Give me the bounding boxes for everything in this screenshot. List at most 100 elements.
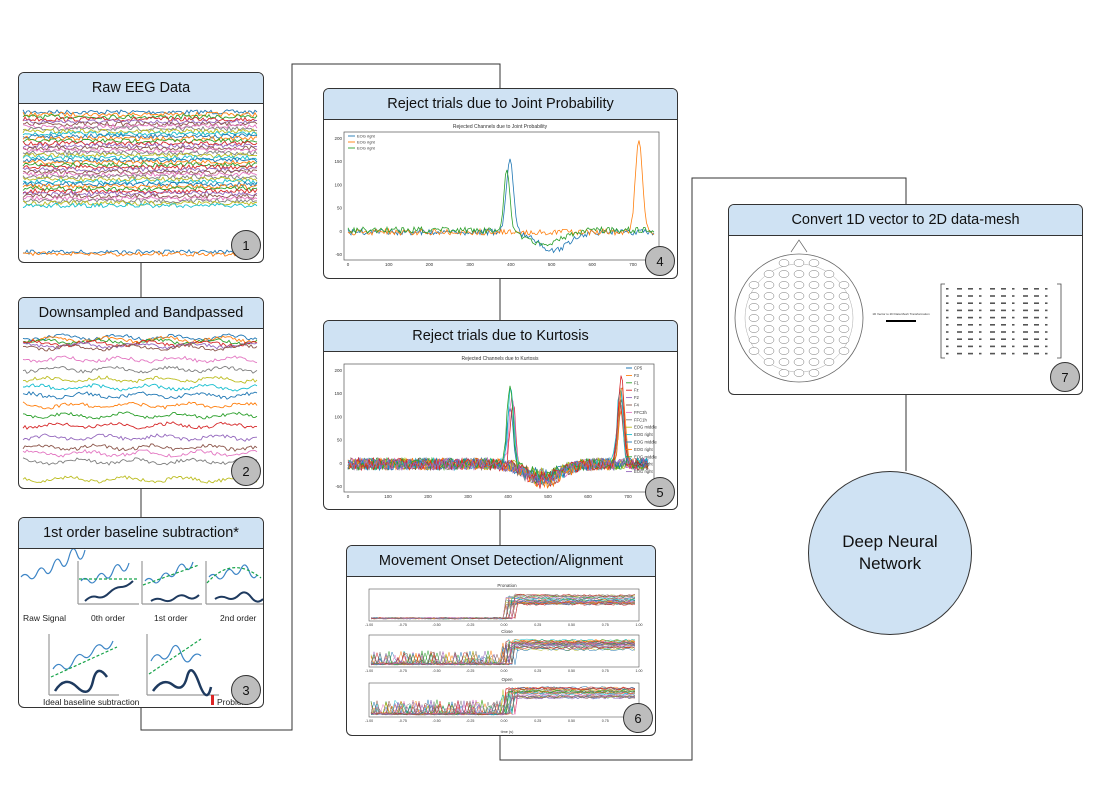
subplot-frame xyxy=(368,634,640,668)
trial-trace xyxy=(370,640,636,666)
legend-entry: EOG right xyxy=(357,146,376,151)
matrix-cell xyxy=(1001,331,1006,333)
channel-trace xyxy=(347,375,649,483)
legend-entry: F4 xyxy=(634,403,640,408)
matrix-cell xyxy=(968,331,973,333)
subplot-frame xyxy=(368,682,640,718)
subplot-title: Open xyxy=(501,677,513,682)
matrix-cell xyxy=(1012,309,1015,312)
legend-entry: F3 xyxy=(634,373,640,378)
x-tick-label: 0.75 xyxy=(602,623,609,627)
eeg-trace xyxy=(22,190,258,197)
eeg-trace xyxy=(22,248,258,256)
legend-entry: EOG middle xyxy=(634,454,657,459)
electrode xyxy=(778,292,790,300)
matrix-cell xyxy=(1045,345,1048,348)
step-kurtosis: Reject trials due to Kurtosis Rejected C… xyxy=(323,320,678,510)
matrix-cell xyxy=(1001,345,1006,348)
eeg-trace xyxy=(22,195,258,202)
electrode xyxy=(823,347,835,355)
matrix-cell xyxy=(1023,309,1028,312)
x-tick-label: -0.50 xyxy=(432,669,440,673)
matrix-cell xyxy=(990,345,995,348)
electrode xyxy=(838,347,850,355)
step-title: 1st order baseline subtraction* xyxy=(19,518,263,549)
step-title: Movement Onset Detection/Alignment xyxy=(347,546,655,577)
eeg-trace xyxy=(22,166,257,173)
y-tick-label: 100 xyxy=(334,182,342,187)
eeg-trace xyxy=(22,132,258,139)
electrode xyxy=(778,347,790,355)
matrix-cell xyxy=(1001,338,1006,340)
subplot-title: Pronation xyxy=(497,583,517,588)
eeg-trace xyxy=(22,154,258,161)
matrix-cell xyxy=(979,302,982,304)
matrix-cell xyxy=(957,309,962,312)
step-downsampled: Downsampled and Bandpassed 2 xyxy=(18,297,264,489)
step-title: Reject trials due to Kurtosis xyxy=(324,321,677,352)
electrode xyxy=(793,369,805,377)
electrode xyxy=(778,303,790,311)
electrode xyxy=(793,325,805,333)
matrix-cell xyxy=(1034,331,1039,333)
trial-trace xyxy=(370,695,636,716)
matrix-cell xyxy=(946,338,949,340)
trial-trace xyxy=(370,694,636,716)
x-tick-label: -0.25 xyxy=(466,669,474,673)
matrix-cell xyxy=(1034,324,1039,326)
legend-entry: Fz xyxy=(634,388,639,393)
trial-trace xyxy=(370,596,636,620)
matrix-cell xyxy=(968,345,973,348)
x-tick-label: 1.00 xyxy=(636,669,643,673)
legend-entry: EOG middle xyxy=(634,440,657,445)
step-title: Convert 1D vector to 2D data-mesh xyxy=(729,205,1082,236)
y-tick-label: 200 xyxy=(334,136,342,141)
x-tick-label: 400 xyxy=(507,262,515,267)
x-tick-label: -0.50 xyxy=(432,719,440,723)
matrix-cell xyxy=(957,331,962,333)
electrode xyxy=(793,259,805,267)
y-tick-label: -50 xyxy=(335,484,342,489)
electrode xyxy=(793,292,805,300)
legend-entry: EOG right xyxy=(634,469,653,474)
trial-trace xyxy=(370,647,636,666)
electrode xyxy=(763,270,775,278)
y-tick-label: 100 xyxy=(334,414,342,419)
matrix-cell xyxy=(1012,324,1015,326)
eeg-trace xyxy=(22,375,258,384)
joint-probability-plot: Rejected Channels due to Joint Probabili… xyxy=(334,124,660,267)
matrix-cell xyxy=(1034,302,1039,304)
eeg-trace xyxy=(22,118,258,125)
electrode xyxy=(838,281,850,289)
x-tick-label: 0.25 xyxy=(534,719,541,723)
eeg-trace xyxy=(22,147,258,154)
x-tick-label: 0.50 xyxy=(568,719,575,723)
y-tick-label: 150 xyxy=(334,159,342,164)
x-tick-label: 0.25 xyxy=(534,623,541,627)
matrix-cell xyxy=(1012,288,1015,290)
step-data-mesh: Convert 1D vector to 2D data-mesh 1D Vec… xyxy=(728,204,1083,395)
step-number-badge: 2 xyxy=(231,456,261,486)
matrix-cell xyxy=(1045,352,1048,355)
matrix-cell xyxy=(1023,345,1028,348)
channel-trace xyxy=(347,409,649,484)
electrode xyxy=(808,336,820,344)
matrix-cell xyxy=(1045,316,1048,319)
matrix-cell xyxy=(990,302,995,304)
electrode xyxy=(763,292,775,300)
deep-neural-network-node: Deep Neural Network xyxy=(808,471,972,635)
matrix-cell xyxy=(1023,324,1028,326)
plot-frame xyxy=(343,363,655,493)
baseline-label: 0th order xyxy=(91,613,125,623)
eeg-trace xyxy=(22,149,258,156)
bandpassed-eeg-plot xyxy=(22,333,258,484)
legend-entry: CP5 xyxy=(634,366,643,371)
x-tick-label: -0.75 xyxy=(399,623,407,627)
step-title: Downsampled and Bandpassed xyxy=(19,298,263,329)
step-number-badge: 5 xyxy=(645,477,675,507)
matrix-cell xyxy=(990,316,995,319)
x-tick-label: -1.00 xyxy=(365,623,373,627)
trial-trace xyxy=(370,594,636,620)
x-tick-label: 1.00 xyxy=(636,623,643,627)
y-tick-label: -50 xyxy=(335,252,342,257)
